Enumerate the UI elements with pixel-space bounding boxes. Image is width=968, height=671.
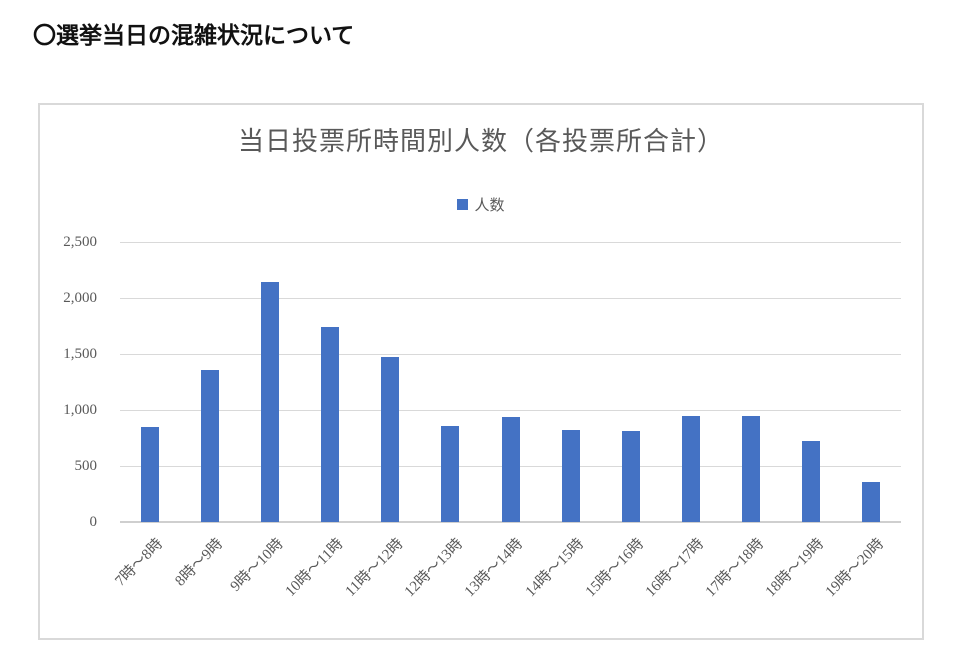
y-axis-tick-label: 500 bbox=[74, 458, 98, 474]
gridline bbox=[120, 410, 901, 411]
bar bbox=[141, 426, 160, 522]
x-axis-tick-label: 9時〜10時 bbox=[227, 535, 287, 595]
x-axis-line bbox=[120, 521, 901, 523]
x-axis-tick-label: 12時〜13時 bbox=[402, 535, 467, 601]
bar bbox=[561, 429, 580, 522]
bar bbox=[681, 415, 700, 522]
legend-marker-icon bbox=[457, 199, 469, 210]
x-axis-tick-label: 11時〜12時 bbox=[342, 535, 407, 600]
x-axis-tick-label: 13時〜14時 bbox=[462, 535, 527, 601]
x-axis-tick-label: 17時〜18時 bbox=[702, 535, 767, 601]
bar bbox=[741, 416, 760, 522]
page-title: 〇選挙当日の混雑状況について bbox=[33, 22, 355, 48]
y-axis-tick-label: 2,000 bbox=[63, 290, 97, 306]
bar bbox=[621, 431, 640, 522]
gridline bbox=[120, 242, 901, 243]
bar bbox=[501, 416, 520, 522]
x-axis-tick-label: 16時〜17時 bbox=[642, 535, 707, 601]
y-axis-tick-label: 1,500 bbox=[63, 346, 97, 362]
bar bbox=[201, 369, 220, 522]
bar bbox=[261, 282, 280, 522]
x-axis-tick-label: 15時〜16時 bbox=[582, 535, 647, 601]
y-axis-tick-label: 1,000 bbox=[63, 402, 97, 418]
legend: 人数 bbox=[40, 194, 922, 215]
legend-label: 人数 bbox=[474, 198, 505, 214]
gridline bbox=[120, 298, 901, 299]
bar bbox=[381, 356, 400, 522]
y-axis-tick-label: 0 bbox=[89, 514, 98, 530]
chart-title: 当日投票所時間別人数（各投票所合計） bbox=[237, 127, 724, 156]
bar bbox=[321, 327, 340, 522]
x-axis-tick-label: 18時〜19時 bbox=[762, 535, 828, 601]
y-axis-tick-label: 2,500 bbox=[63, 234, 97, 250]
x-axis-tick-label: 8時〜9時 bbox=[172, 535, 227, 590]
gridline bbox=[120, 354, 901, 355]
x-axis-tick-label: 19時〜20時 bbox=[822, 535, 888, 601]
chart: 当日投票所時間別人数（各投票所合計） 人数 0 500 1,000 1,500 2,00… bbox=[38, 103, 924, 640]
bar bbox=[801, 441, 820, 522]
bar bbox=[441, 426, 460, 522]
x-axis-tick-label: 7時〜8時 bbox=[112, 535, 167, 590]
x-axis-tick-label: 10時〜11時 bbox=[282, 535, 347, 600]
x-axis-tick-label: 14時〜15時 bbox=[522, 535, 587, 601]
bar bbox=[861, 481, 880, 522]
